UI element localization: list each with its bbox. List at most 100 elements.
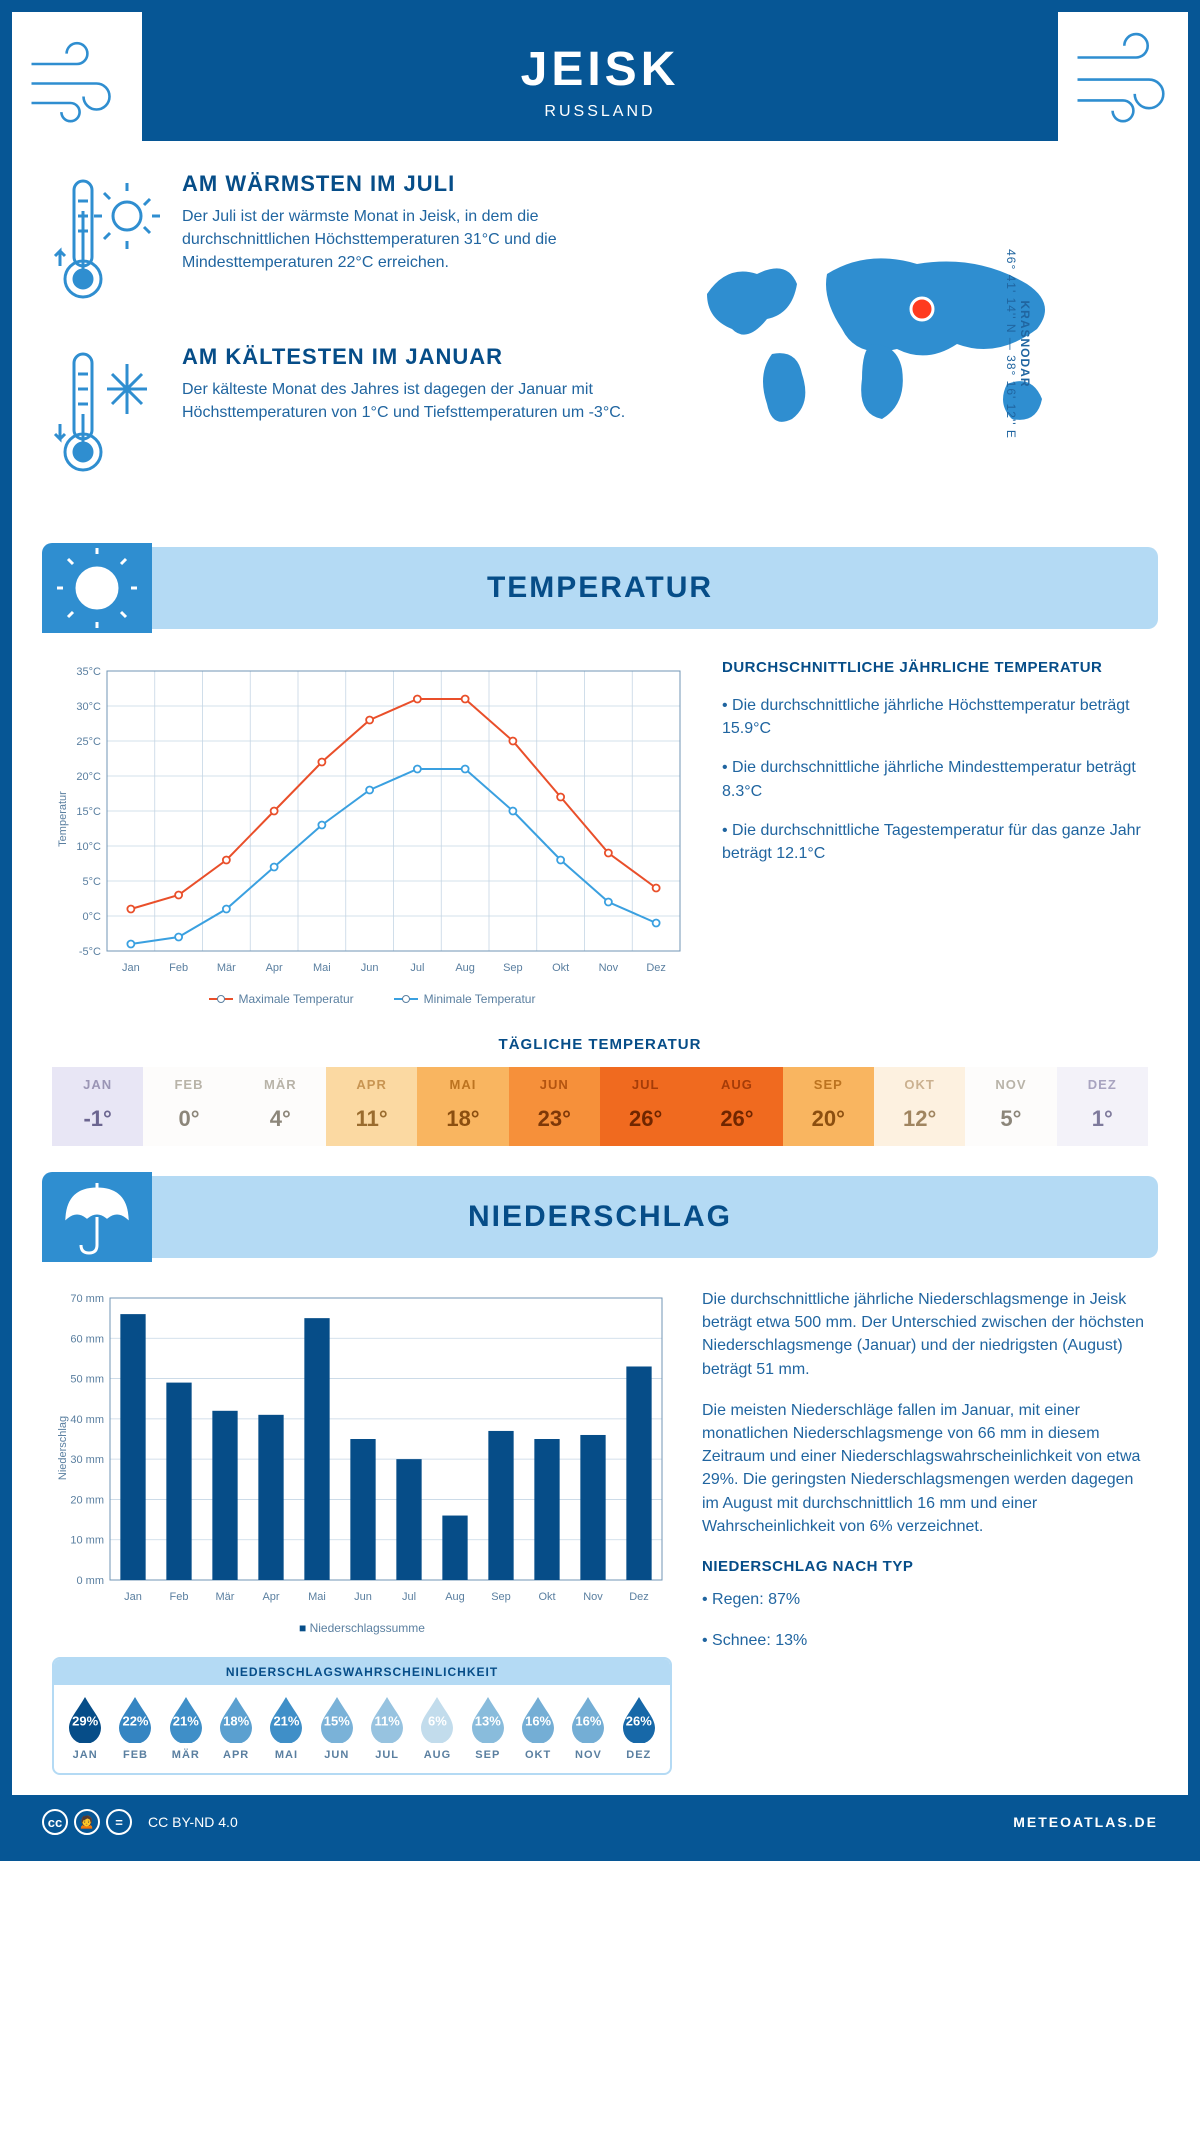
svg-text:Jun: Jun bbox=[354, 1591, 372, 1603]
warmest-title: AM WÄRMSTEN IM JULI bbox=[182, 171, 626, 197]
svg-text:Jun: Jun bbox=[361, 962, 379, 974]
precip-text: Die durchschnittliche jährliche Niedersc… bbox=[702, 1288, 1148, 1775]
daily-cell: FEB0° bbox=[143, 1067, 234, 1146]
svg-text:Mai: Mai bbox=[308, 1591, 326, 1603]
probability-row: 29%JAN22%FEB21%MÄR18%APR21%MAI15%JUN11%J… bbox=[54, 1685, 670, 1773]
svg-text:Okt: Okt bbox=[538, 1591, 555, 1603]
precip-banner: NIEDERSCHLAG bbox=[42, 1176, 1158, 1258]
location-marker-icon bbox=[911, 298, 933, 320]
prob-cell: 21%MAI bbox=[261, 1695, 311, 1761]
daily-cell: JUN23° bbox=[509, 1067, 600, 1146]
prob-cell: 6%AUG bbox=[412, 1695, 462, 1761]
nd-icon: = bbox=[106, 1809, 132, 1835]
svg-text:20°C: 20°C bbox=[76, 771, 101, 783]
temperature-section: -5°C0°C5°C10°C15°C20°C25°C30°C35°CJanFeb… bbox=[12, 629, 1188, 1016]
world-map-icon bbox=[677, 234, 1097, 454]
thermometer-snow-icon bbox=[52, 344, 162, 489]
prob-cell: 21%MÄR bbox=[161, 1695, 211, 1761]
page-title: JEISK bbox=[12, 42, 1188, 97]
svg-text:Dez: Dez bbox=[646, 962, 666, 974]
page-subtitle: RUSSLAND bbox=[12, 103, 1188, 121]
svg-text:Dez: Dez bbox=[629, 1591, 649, 1603]
temperature-text: DURCHSCHNITTLICHE JÄHRLICHE TEMPERATUR •… bbox=[722, 659, 1148, 1006]
precip-type-heading: NIEDERSCHLAG NACH TYP bbox=[702, 1556, 1148, 1578]
line-chart: -5°C0°C5°C10°C15°C20°C25°C30°C35°CJanFeb… bbox=[52, 659, 692, 979]
world-map-wrap: KRASNODAR 46° 41' 14'' N — 38° 16' 12'' … bbox=[626, 171, 1148, 517]
temperature-banner: TEMPERATUR bbox=[42, 547, 1158, 629]
svg-text:-5°C: -5°C bbox=[79, 946, 101, 958]
page-root: JEISK RUSSLAND AM WÄRMSTEN IM JULI Der J… bbox=[0, 0, 1200, 1861]
svg-text:40 mm: 40 mm bbox=[70, 1414, 104, 1426]
wind-icon bbox=[1058, 12, 1188, 142]
umbrella-icon bbox=[42, 1172, 152, 1262]
svg-text:50 mm: 50 mm bbox=[70, 1374, 104, 1386]
warmest-block: AM WÄRMSTEN IM JULI Der Juli ist der wär… bbox=[52, 171, 626, 316]
temp-text-p1: • Die durchschnittliche jährliche Höchst… bbox=[722, 694, 1148, 740]
svg-text:Sep: Sep bbox=[503, 962, 523, 974]
header: JEISK RUSSLAND bbox=[12, 12, 1188, 141]
prob-cell: 16%OKT bbox=[513, 1695, 563, 1761]
sun-icon bbox=[42, 543, 152, 633]
svg-text:Feb: Feb bbox=[170, 1591, 189, 1603]
svg-text:5°C: 5°C bbox=[83, 876, 102, 888]
coldest-text: Der kälteste Monat des Jahres ist dagege… bbox=[182, 378, 626, 424]
svg-text:Aug: Aug bbox=[455, 962, 475, 974]
svg-text:Mai: Mai bbox=[313, 962, 331, 974]
svg-text:30 mm: 30 mm bbox=[70, 1454, 104, 1466]
wind-icon bbox=[12, 12, 142, 142]
svg-text:Nov: Nov bbox=[599, 962, 619, 974]
svg-text:Sep: Sep bbox=[491, 1591, 511, 1603]
svg-text:70 mm: 70 mm bbox=[70, 1293, 104, 1305]
temp-text-p3: • Die durchschnittliche Tagestemperatur … bbox=[722, 819, 1148, 865]
info-row: AM WÄRMSTEN IM JULI Der Juli ist der wär… bbox=[12, 141, 1188, 537]
svg-text:Nov: Nov bbox=[583, 1591, 603, 1603]
svg-text:Jul: Jul bbox=[402, 1591, 416, 1603]
daily-cell: JUL26° bbox=[600, 1067, 691, 1146]
prob-cell: 29%JAN bbox=[60, 1695, 110, 1761]
daily-cell: SEP20° bbox=[783, 1067, 874, 1146]
coords-region: KRASNODAR bbox=[1018, 301, 1032, 388]
svg-text:Mär: Mär bbox=[217, 962, 236, 974]
svg-text:Okt: Okt bbox=[552, 962, 569, 974]
prob-cell: 11%JUL bbox=[362, 1695, 412, 1761]
svg-text:Jan: Jan bbox=[124, 1591, 142, 1603]
prob-cell: 18%APR bbox=[211, 1695, 261, 1761]
legend-min: Minimale Temperatur bbox=[424, 992, 536, 1006]
coords-line: 46° 41' 14'' N — 38° 16' 12'' E bbox=[1004, 249, 1018, 439]
probability-title: NIEDERSCHLAGSWAHRSCHEINLICHKEIT bbox=[54, 1659, 670, 1685]
svg-text:20 mm: 20 mm bbox=[70, 1494, 104, 1506]
svg-text:15°C: 15°C bbox=[76, 806, 101, 818]
prob-cell: 16%NOV bbox=[563, 1695, 613, 1761]
daily-cell: OKT12° bbox=[874, 1067, 965, 1146]
coordinates: KRASNODAR 46° 41' 14'' N — 38° 16' 12'' … bbox=[1004, 204, 1032, 484]
legend-max: Maximale Temperatur bbox=[239, 992, 354, 1006]
prob-cell: 26%DEZ bbox=[614, 1695, 664, 1761]
daily-cell: APR11° bbox=[326, 1067, 417, 1146]
daily-cell: NOV5° bbox=[965, 1067, 1056, 1146]
svg-text:0°C: 0°C bbox=[83, 911, 102, 923]
svg-text:Aug: Aug bbox=[445, 1591, 465, 1603]
coldest-title: AM KÄLTESTEN IM JANUAR bbox=[182, 344, 626, 370]
svg-text:0 mm: 0 mm bbox=[77, 1575, 105, 1587]
svg-text:25°C: 25°C bbox=[76, 736, 101, 748]
daily-temp-strip: JAN-1°FEB0°MÄR4°APR11°MAI18°JUN23°JUL26°… bbox=[52, 1067, 1148, 1146]
svg-text:Apr: Apr bbox=[262, 1591, 279, 1603]
temp-legend: Maximale Temperatur Minimale Temperatur bbox=[52, 992, 692, 1006]
daily-temp-title: TÄGLICHE TEMPERATUR bbox=[12, 1036, 1188, 1053]
precip-p2: Die meisten Niederschläge fallen im Janu… bbox=[702, 1399, 1148, 1538]
precip-type2: • Schnee: 13% bbox=[702, 1629, 1148, 1652]
svg-text:Niederschlag: Niederschlag bbox=[57, 1416, 69, 1480]
precip-type1: • Regen: 87% bbox=[702, 1588, 1148, 1611]
daily-cell: MAI18° bbox=[417, 1067, 508, 1146]
temp-text-heading: DURCHSCHNITTLICHE JÄHRLICHE TEMPERATUR bbox=[722, 659, 1148, 676]
svg-text:Jul: Jul bbox=[410, 962, 424, 974]
info-left: AM WÄRMSTEN IM JULI Der Juli ist der wär… bbox=[52, 171, 626, 517]
bar-chart: 0 mm10 mm20 mm30 mm40 mm50 mm60 mm70 mmJ… bbox=[52, 1288, 672, 1608]
daily-cell: MÄR4° bbox=[235, 1067, 326, 1146]
precip-legend: Niederschlagssumme bbox=[52, 1621, 672, 1635]
precip-left: 0 mm10 mm20 mm30 mm40 mm50 mm60 mm70 mmJ… bbox=[52, 1288, 672, 1775]
temp-line-chart: -5°C0°C5°C10°C15°C20°C25°C30°C35°CJanFeb… bbox=[52, 659, 692, 1006]
cc-label: CC BY-ND 4.0 bbox=[148, 1814, 238, 1830]
daily-cell: AUG26° bbox=[691, 1067, 782, 1146]
precip-section: 0 mm10 mm20 mm30 mm40 mm50 mm60 mm70 mmJ… bbox=[12, 1258, 1188, 1795]
